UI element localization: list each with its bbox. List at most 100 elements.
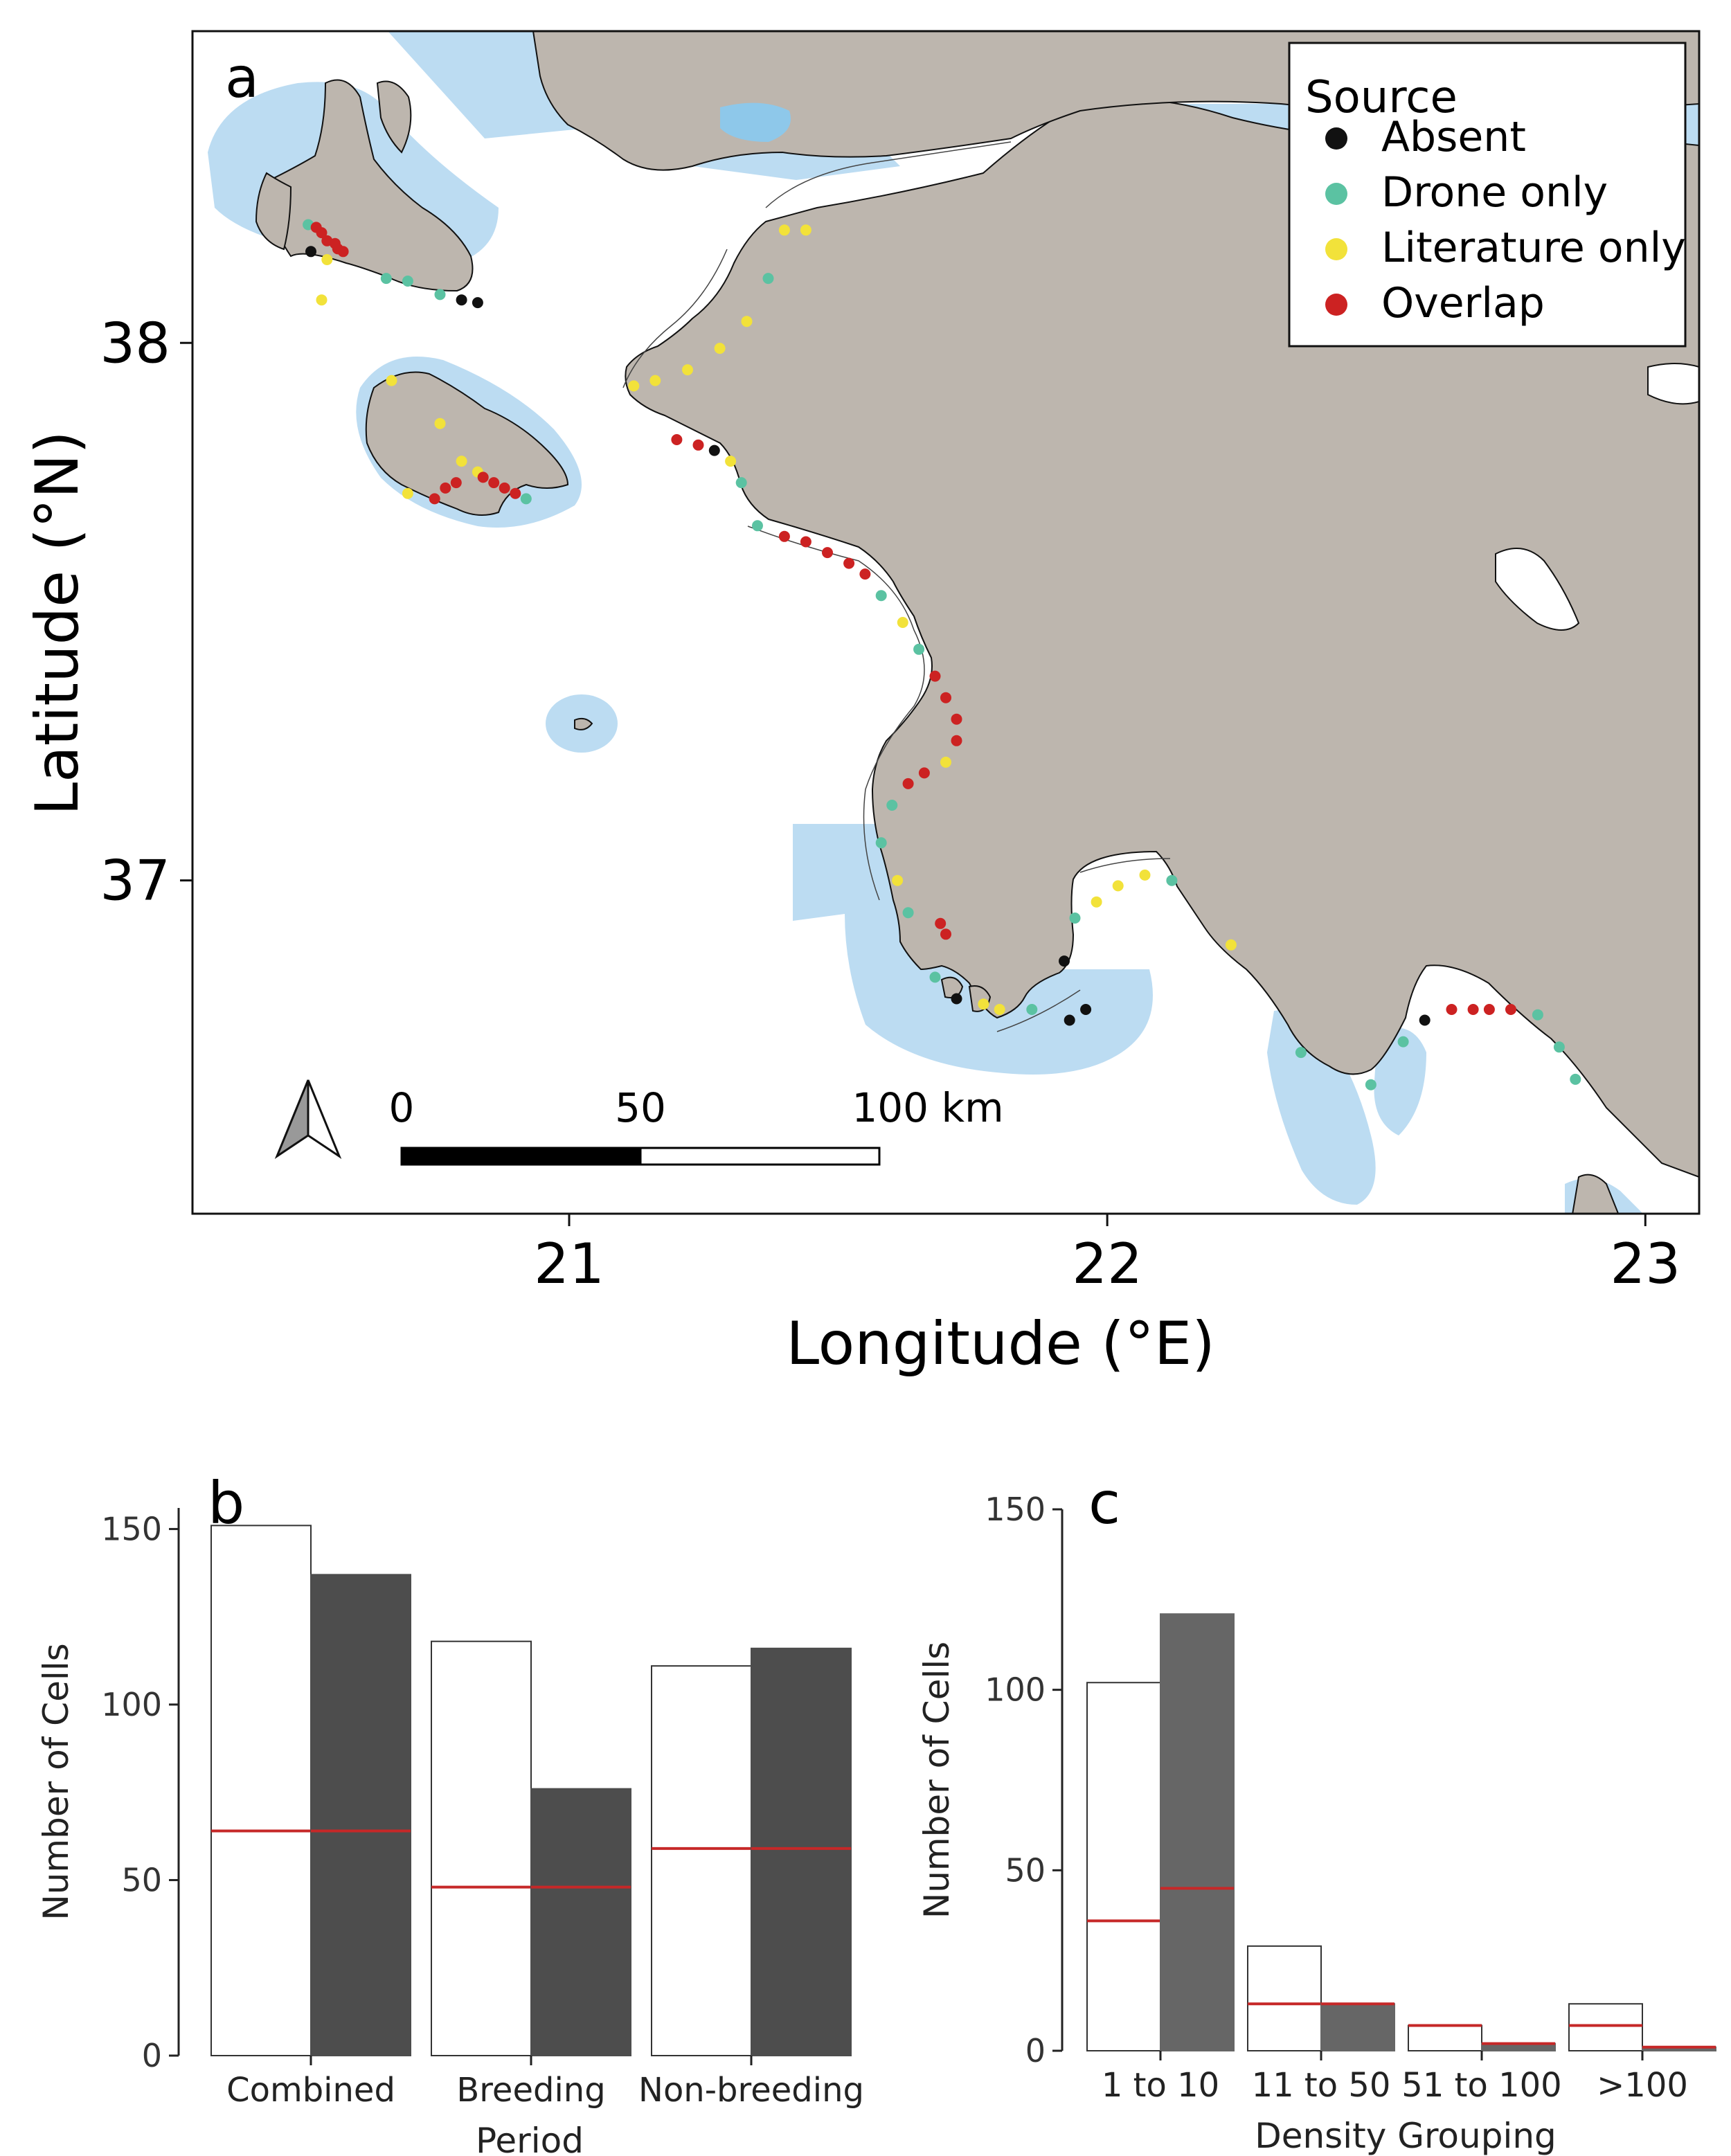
- map-point-overlap: [440, 482, 451, 494]
- bar-light: [431, 1640, 532, 2056]
- map-point-absent: [1064, 1014, 1075, 1026]
- map-point-overlap: [488, 477, 500, 489]
- y-axis-title: Number of Cells: [36, 1643, 76, 1920]
- map-axes: 21 22 23 38 37: [100, 311, 1680, 1296]
- map-point-drone-only: [1295, 1047, 1307, 1059]
- x-tick-label: 11 to 50: [1252, 2066, 1391, 2105]
- map-point-absent: [1080, 1004, 1092, 1015]
- map-x-tick-label: 22: [1072, 1232, 1142, 1296]
- map-point-overlap: [940, 692, 951, 703]
- bar-dark: [1320, 2003, 1395, 2051]
- panel-label-c: c: [1088, 1469, 1120, 1537]
- map-point-overlap: [951, 713, 962, 725]
- map-y-axis-title: Latitude (°N): [23, 431, 92, 816]
- map-point-literature-only: [725, 456, 737, 467]
- map-frame: [191, 30, 1701, 1215]
- map-point-absent: [1059, 955, 1070, 967]
- map-point-drone-only: [902, 907, 914, 919]
- bar-dark: [530, 1788, 631, 2057]
- legend-swatch-literature-only: [1325, 238, 1347, 260]
- map-point-overlap: [929, 670, 941, 682]
- y-tick-label: 150: [985, 1491, 1046, 1528]
- map-y-tick-label: 38: [100, 311, 170, 375]
- legend-swatch-absent: [1325, 127, 1347, 150]
- bar-light: [651, 1665, 752, 2056]
- strofades: [574, 717, 593, 730]
- x-axis-title: Period: [476, 2121, 584, 2156]
- x-tick-label: 51 to 100: [1401, 2066, 1561, 2105]
- bar-light: [1408, 2024, 1482, 2051]
- map-point-literature-only: [456, 456, 467, 467]
- map-point-overlap: [450, 477, 462, 489]
- map-point-literature-only: [316, 294, 328, 306]
- x-axis-title: Density Grouping: [1255, 2116, 1557, 2156]
- map-point-drone-only: [929, 971, 941, 983]
- legend-swatch-drone-only: [1325, 183, 1347, 205]
- map-x-tick-label: 21: [534, 1232, 604, 1296]
- y-tick-label: 100: [101, 1686, 162, 1723]
- map-point-literature-only: [1225, 939, 1237, 951]
- scale-bar-label: 0: [389, 1084, 415, 1131]
- map-point-drone-only: [520, 493, 532, 505]
- ithaca: [376, 80, 412, 154]
- map-point-overlap: [822, 547, 833, 559]
- map-point-drone-only: [434, 289, 446, 300]
- bar-light: [1086, 1682, 1161, 2051]
- map-point-drone-only: [1532, 1009, 1543, 1021]
- map-point-overlap: [316, 227, 328, 239]
- y-tick-label: 50: [1005, 1851, 1046, 1889]
- depth-contours: [622, 141, 1171, 1032]
- map-point-literature-only: [741, 316, 753, 327]
- map-legend: Source Absent Drone only Literature only Ov…: [1288, 42, 1687, 348]
- map-point-literature-only: [800, 224, 811, 236]
- scale-bar: 0 50 100 km: [389, 1084, 1004, 1166]
- map-point-literature-only: [402, 487, 413, 499]
- y-tick-label: 100: [985, 1671, 1046, 1709]
- x-tick-label: Breeding: [456, 2071, 605, 2110]
- bar-dark: [1160, 1613, 1235, 2052]
- map-point-absent: [305, 246, 316, 258]
- map-point-drone-only: [875, 590, 887, 602]
- map-point-literature-only: [434, 417, 446, 429]
- map-point-literature-only: [994, 1004, 1005, 1015]
- map-point-overlap: [1467, 1004, 1479, 1015]
- map-point-absent: [472, 297, 483, 309]
- map-point-overlap: [778, 530, 790, 542]
- map-point-drone-only: [913, 643, 925, 655]
- map-point-literature-only: [892, 874, 904, 886]
- map-point-overlap: [1446, 1004, 1458, 1015]
- map-point-overlap: [337, 246, 349, 258]
- map-point-literature-only: [978, 998, 989, 1010]
- bar-dark: [310, 1574, 411, 2057]
- map-point-drone-only: [752, 520, 763, 532]
- legend-box: [1288, 42, 1687, 348]
- map-point-overlap: [1505, 1004, 1516, 1015]
- y-axis-title: Number of Cells: [917, 1642, 957, 1919]
- map-point-overlap: [477, 471, 489, 483]
- map-point-absent: [951, 993, 962, 1005]
- scale-bar-label: 50: [615, 1084, 666, 1131]
- map-point-literature-only: [897, 617, 908, 628]
- map-point-drone-only: [762, 273, 774, 285]
- map-point-literature-only: [714, 343, 726, 354]
- map-point-overlap: [800, 536, 811, 548]
- legend-label-drone-only: Drone only: [1381, 168, 1608, 217]
- y-tick-label: 50: [121, 1861, 162, 1898]
- map-point-drone-only: [1553, 1041, 1565, 1053]
- map-point-overlap: [671, 434, 683, 445]
- north-arrow-icon: [274, 1079, 342, 1159]
- map-points: [303, 219, 1581, 1090]
- map-x-tick-label: 23: [1610, 1232, 1680, 1296]
- map-point-drone-only: [886, 800, 898, 811]
- y-tick-label: 150: [101, 1510, 162, 1547]
- lagoon: [720, 102, 791, 142]
- panel-label-a: a: [225, 46, 259, 110]
- map-point-drone-only: [875, 837, 887, 849]
- bar-dark: [751, 1647, 852, 2057]
- bar-light: [1247, 1945, 1322, 2051]
- map-point-drone-only: [1026, 1004, 1038, 1015]
- map-point-overlap: [692, 439, 704, 451]
- legend-label-absent: Absent: [1381, 113, 1526, 161]
